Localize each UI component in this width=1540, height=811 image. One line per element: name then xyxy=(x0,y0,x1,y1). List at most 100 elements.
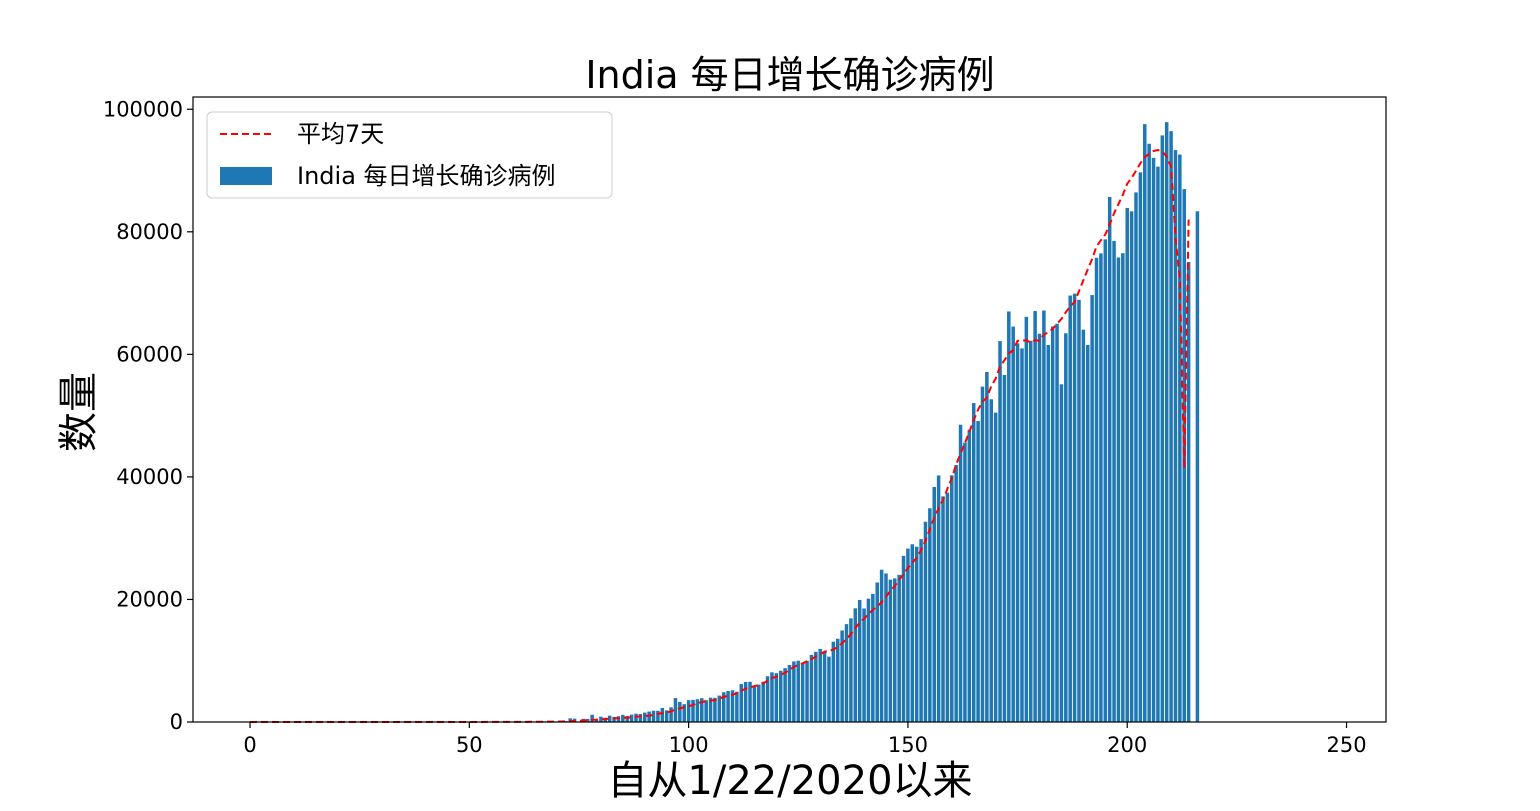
y-tick-label-80000: 80000 xyxy=(116,220,183,244)
bar-day-95 xyxy=(664,710,669,722)
bar-day-206 xyxy=(1151,157,1156,723)
bar-day-157 xyxy=(936,475,941,722)
bar-day-132 xyxy=(827,656,831,722)
bar-day-78 xyxy=(590,714,594,722)
bar-day-163 xyxy=(963,442,967,722)
y-tick-label-20000: 20000 xyxy=(116,587,183,611)
bar-day-123 xyxy=(787,664,792,722)
bar-day-203 xyxy=(1138,172,1143,722)
bar-day-172 xyxy=(1002,375,1007,722)
y-tick-label-40000: 40000 xyxy=(116,465,183,489)
bar-day-80 xyxy=(599,716,603,722)
bar-day-118 xyxy=(765,676,770,722)
bar-day-110 xyxy=(730,690,735,722)
bar-day-119 xyxy=(770,672,774,722)
x-tick-label-100: 100 xyxy=(669,733,709,757)
bar-day-174 xyxy=(1011,326,1015,722)
bar-day-153 xyxy=(919,539,923,722)
x-tick-label-0: 0 xyxy=(243,733,256,757)
bar-day-126 xyxy=(800,662,805,722)
bar-day-211 xyxy=(1173,150,1178,722)
bar-day-197 xyxy=(1112,240,1116,723)
bar-day-116 xyxy=(757,684,761,722)
bar-day-210 xyxy=(1169,131,1173,723)
bar-day-167 xyxy=(980,386,985,722)
bar-day-166 xyxy=(976,420,980,722)
bar-day-205 xyxy=(1147,143,1151,723)
x-axis-label: 自从1/22/2020以来 xyxy=(607,758,972,804)
bar-day-122 xyxy=(783,668,787,722)
bar-day-164 xyxy=(967,429,972,722)
bar-day-139 xyxy=(857,600,862,722)
bar-day-149 xyxy=(901,555,906,722)
bar-day-154 xyxy=(923,521,928,722)
bar-day-212 xyxy=(1178,154,1182,722)
x-tick-label-150: 150 xyxy=(888,733,928,757)
bar-day-184 xyxy=(1055,323,1059,722)
bar-day-92 xyxy=(651,710,656,722)
bar-day-125 xyxy=(796,660,801,722)
x-axis-ticks: 0 50 100 150 200 250 xyxy=(243,722,1367,757)
bar-day-196 xyxy=(1107,196,1112,722)
bar-day-177 xyxy=(1024,316,1029,722)
bar-day-97 xyxy=(673,698,678,722)
bar-day-187 xyxy=(1068,295,1072,722)
y-tick-label-60000: 60000 xyxy=(116,342,183,366)
bar-day-216 xyxy=(1195,211,1200,723)
bar-day-175 xyxy=(1015,343,1020,722)
bar-day-156 xyxy=(932,486,936,722)
bar-day-193 xyxy=(1094,257,1099,722)
bar-day-87 xyxy=(629,714,634,722)
bar-day-79 xyxy=(594,719,599,722)
bar-day-151 xyxy=(910,544,915,722)
bar-day-162 xyxy=(958,424,963,722)
bar-day-105 xyxy=(708,697,713,722)
bar-day-138 xyxy=(853,608,858,722)
bar-day-180 xyxy=(1037,333,1042,722)
bar-day-113 xyxy=(743,681,748,722)
bar-day-202 xyxy=(1134,192,1138,722)
bar-day-120 xyxy=(774,673,779,722)
bar-day-145 xyxy=(884,573,888,722)
bar-day-121 xyxy=(778,670,783,722)
bar-day-102 xyxy=(695,699,700,722)
bar-day-152 xyxy=(914,546,919,722)
y-tick-label-100000: 100000 xyxy=(103,97,183,121)
bar-day-127 xyxy=(805,660,809,722)
bar-day-189 xyxy=(1077,299,1081,722)
x-tick-label-50: 50 xyxy=(456,733,483,757)
bar-day-208 xyxy=(1160,135,1165,722)
bar-day-104 xyxy=(704,700,708,722)
bar-day-133 xyxy=(831,641,836,722)
bar-day-89 xyxy=(638,714,643,722)
bar-day-96 xyxy=(669,707,673,722)
bar-day-178 xyxy=(1028,340,1033,722)
bar-day-140 xyxy=(862,608,866,722)
x-tick-label-250: 250 xyxy=(1326,733,1366,757)
bar-day-91 xyxy=(647,711,651,722)
bar-day-168 xyxy=(985,372,989,722)
bar-day-109 xyxy=(726,691,730,722)
bar-day-94 xyxy=(660,707,665,722)
bar-day-171 xyxy=(998,341,1002,722)
bar-day-135 xyxy=(840,630,844,722)
bar-day-85 xyxy=(621,714,625,722)
bar-day-161 xyxy=(954,465,958,722)
bar-day-165 xyxy=(971,403,976,722)
bar-day-99 xyxy=(682,704,686,722)
bar-day-146 xyxy=(888,579,893,722)
bar-day-143 xyxy=(875,582,879,722)
plot-frame xyxy=(192,96,1387,723)
bar-day-90 xyxy=(643,712,647,722)
bar-day-136 xyxy=(844,624,849,722)
bar-day-169 xyxy=(989,399,994,722)
bar-day-190 xyxy=(1081,329,1086,722)
bar-day-84 xyxy=(616,716,621,722)
bar-day-191 xyxy=(1086,344,1090,722)
bar-day-186 xyxy=(1064,333,1068,722)
bar-day-98 xyxy=(678,701,682,722)
bar-day-83 xyxy=(612,716,616,722)
legend-label-daily: India 每日增长确诊病例 xyxy=(297,162,556,190)
bar-day-159 xyxy=(945,492,950,722)
bar-day-77 xyxy=(585,718,590,722)
